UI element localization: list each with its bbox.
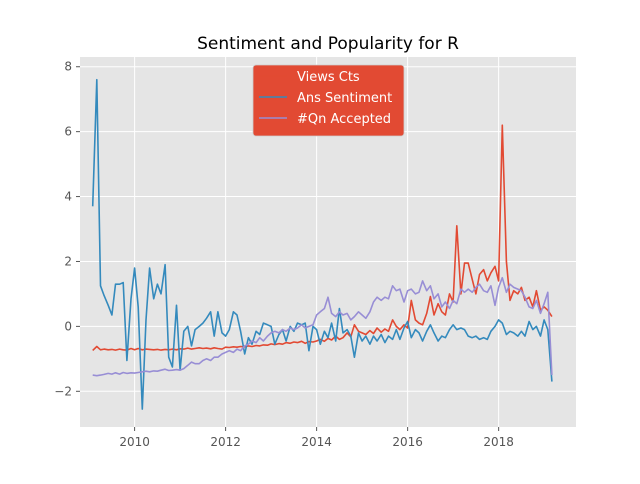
y-tick-label: 6	[64, 125, 72, 139]
x-tick-label: 2010	[119, 435, 150, 449]
legend-box	[252, 64, 405, 137]
y-tick-label: 8	[64, 60, 72, 74]
y-tick-label: 2	[64, 254, 72, 268]
legend: Views Cts Ans Sentiment #Qn Accepted	[252, 64, 405, 137]
chart-title: Sentiment and Popularity for R	[197, 34, 459, 54]
x-tick-label: 2016	[392, 435, 423, 449]
x-tick-label: 2012	[210, 435, 241, 449]
axis-ticks: 2010 2012 2014 2016 2018 −2 0 2 4 6 8	[54, 60, 514, 449]
legend-label: #Qn Accepted	[297, 112, 391, 127]
y-tick-label: 0	[64, 319, 72, 333]
y-tick-label: 4	[64, 190, 72, 204]
series-line-qn-accepted	[92, 276, 553, 377]
series-lines	[91, 78, 553, 410]
legend-label: Views Cts	[297, 70, 360, 85]
x-tick-label: 2018	[483, 435, 514, 449]
series-line-ans-sentiment	[91, 78, 553, 410]
legend-label: Ans Sentiment	[297, 91, 392, 106]
y-tick-label: −2	[54, 384, 72, 398]
x-tick-label: 2014	[301, 435, 332, 449]
